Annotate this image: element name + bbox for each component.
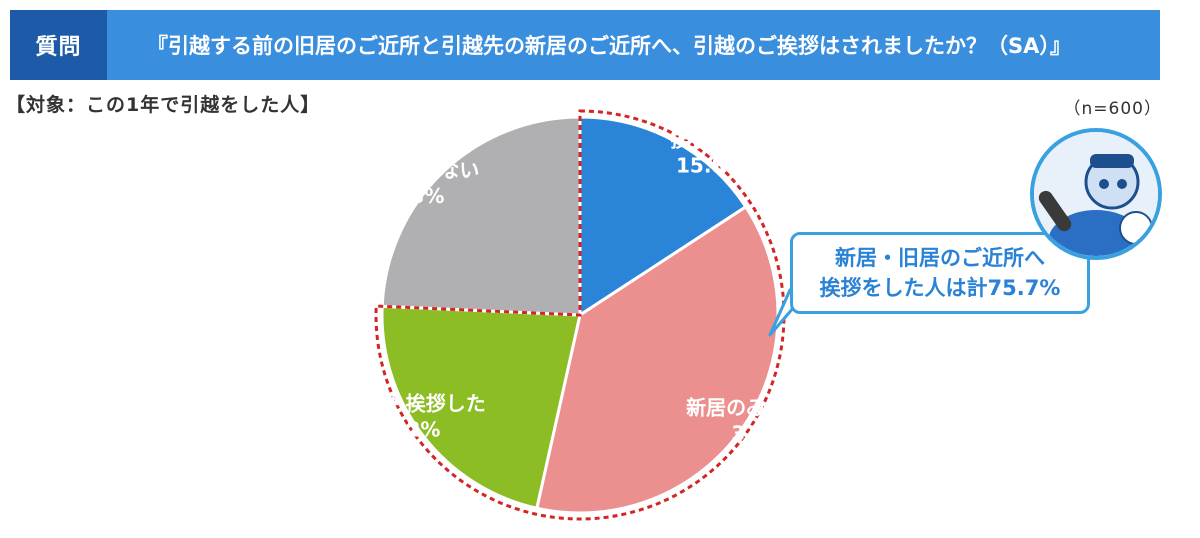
target-label: 【対象：この1年で引越をした人】 [6,94,321,116]
pie-slice-3 [380,304,582,511]
pie-slice-2 [535,204,780,515]
callout-box: 新居・旧居のご近所へ 挨拶をした人は計75.7% [790,232,1090,314]
callout-line2: 挨拶をした人は計75.7% [819,276,1061,300]
slice-value-2: 37.7% [731,421,800,445]
question-tag: 質問 [10,10,107,80]
slice-label-4: 挨拶していない [340,158,479,182]
slice-value-4: 24.3% [375,184,444,208]
highlight-outline [374,109,786,521]
pie-slice-1 [578,115,748,318]
sample-size: （n=600） [1063,99,1162,119]
pie-slice-4 [380,115,582,317]
question-text: 『引越する前の旧居のご近所と引越先の新居のご近所へ、引越のご挨拶はされましたか？… [147,34,1071,58]
question-banner: 質問 『引越する前の旧居のご近所と引越先の新居のご近所へ、引越のご挨拶はされまし… [10,10,1160,80]
slice-label-3: どちらも挨拶した [326,391,486,415]
mascot-image [1030,128,1162,260]
slice-value-3: 22.2% [371,417,440,441]
slice-label-1: 旧居のみ [671,101,751,125]
slice-label-2: 新居のみ挨拶した [686,395,846,419]
callout-line1: 新居・旧居のご近所へ [835,246,1045,270]
slice-value-1: 15.8% [676,153,745,177]
slice-label-1: 挨拶した [671,127,751,151]
